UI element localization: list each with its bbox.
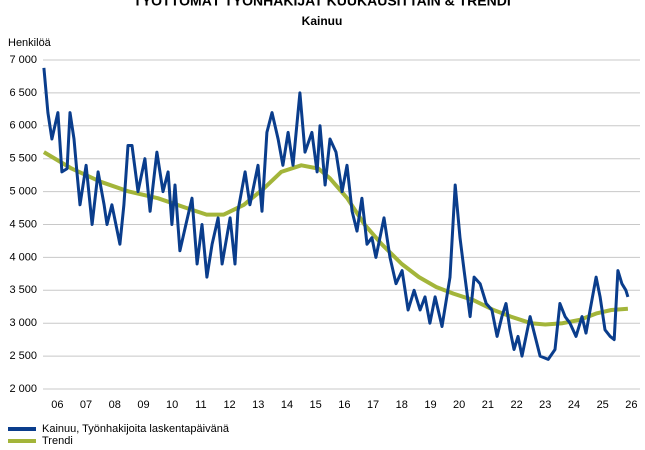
x-tick-label: 10 <box>166 399 178 411</box>
x-tick-label: 22 <box>510 399 522 411</box>
x-tick-label: 12 <box>223 399 235 411</box>
x-tick-label: 17 <box>367 399 379 411</box>
y-axis-label: Henkilöä <box>8 37 52 49</box>
series-line <box>42 150 629 327</box>
legend-label: Kainuu, Työnhakijoita laskentapäivänä <box>42 423 230 435</box>
x-tick-label: 07 <box>80 399 92 411</box>
x-tick-label: 21 <box>482 399 494 411</box>
y-tick-label: 4 500 <box>9 218 37 230</box>
y-tick-label: 2 000 <box>9 383 37 395</box>
y-tick-label: 5 500 <box>9 153 37 165</box>
y-tick-label: 4 000 <box>9 251 37 263</box>
chart-title: TYÖTTÖMÄT TYÖNHAKIJAT KUUKAUSITTAIN & TR… <box>133 0 510 9</box>
y-tick-label: 3 500 <box>9 284 37 296</box>
x-tick-label: 15 <box>310 399 322 411</box>
x-tick-label: 13 <box>252 399 264 411</box>
x-tick-label: 24 <box>568 399 580 411</box>
y-tick-label: 6 500 <box>9 87 37 99</box>
x-tick-label: 20 <box>453 399 465 411</box>
x-tick-label: 16 <box>338 399 350 411</box>
x-tick-label: 08 <box>109 399 121 411</box>
x-tick-label: 26 <box>625 399 637 411</box>
x-tick-label: 11 <box>195 399 206 411</box>
chart-subtitle: Kainuu <box>302 14 343 28</box>
y-tick-label: 5 000 <box>9 186 37 198</box>
x-tick-label: 23 <box>539 399 551 411</box>
series-line <box>42 67 630 361</box>
legend-label: Trendi <box>42 435 73 447</box>
x-tick-label: 09 <box>137 399 149 411</box>
x-tick-label: 19 <box>424 399 436 411</box>
y-tick-label: 7 000 <box>9 54 37 66</box>
x-tick-label: 14 <box>281 399 293 411</box>
y-tick-label: 6 000 <box>9 120 37 132</box>
x-tick-label: 25 <box>597 399 609 411</box>
y-tick-label: 2 500 <box>9 350 37 362</box>
x-tick-label: 06 <box>51 399 63 411</box>
y-tick-label: 3 000 <box>9 317 37 329</box>
x-tick-label: 18 <box>396 399 408 411</box>
